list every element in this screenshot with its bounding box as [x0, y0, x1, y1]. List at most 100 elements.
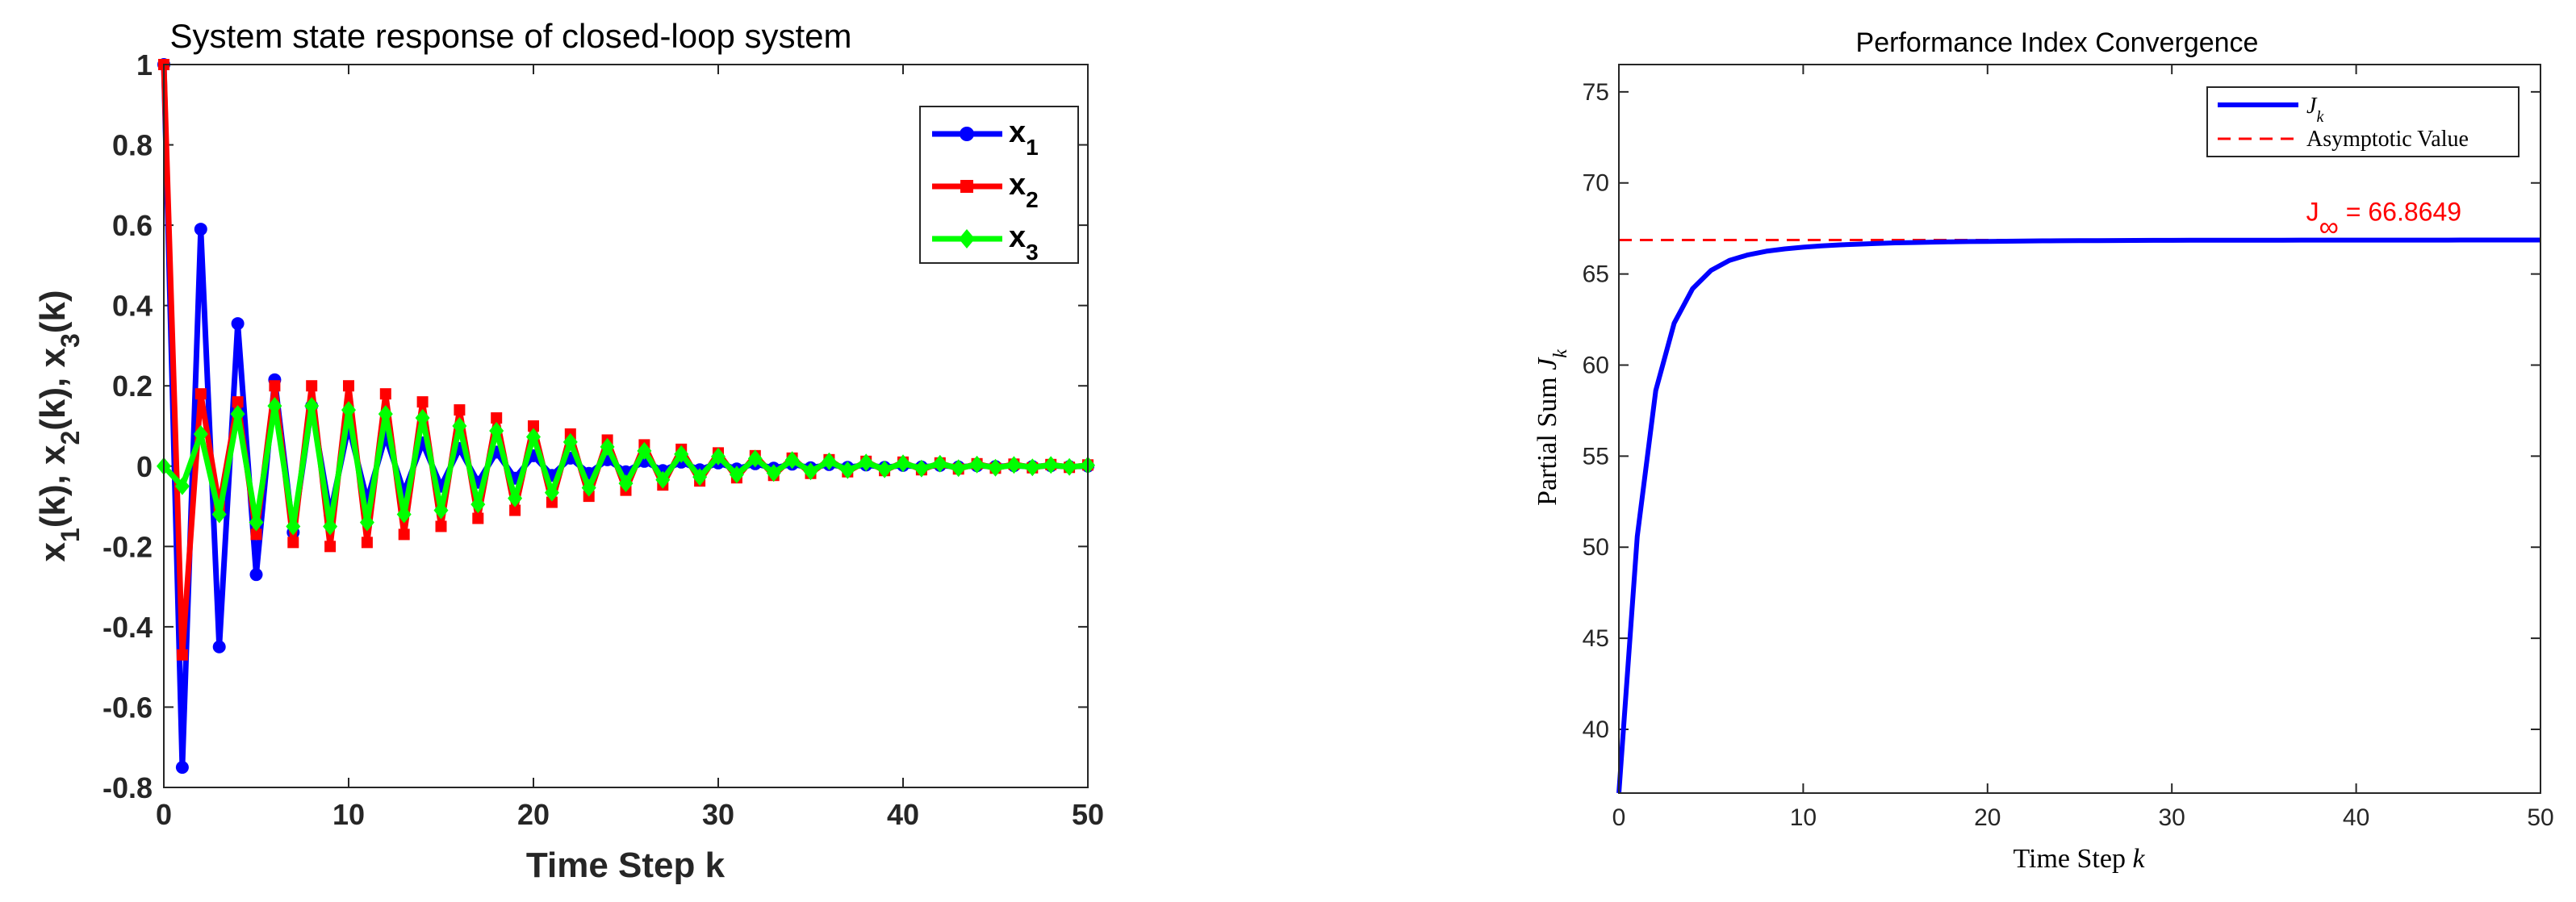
data-point	[415, 409, 430, 428]
data-point	[562, 432, 578, 451]
data-point	[840, 461, 855, 479]
y-tick-label: -0.4	[102, 611, 153, 644]
axes-box	[1618, 64, 2541, 794]
y-tick-label: 1	[136, 48, 153, 81]
data-point	[1025, 458, 1040, 477]
legend-entry-jk: Jk	[2218, 94, 2324, 126]
jk-series-line	[1616, 237, 2540, 794]
data-point	[1062, 457, 1077, 476]
x-axis-label: Time Step k	[2013, 844, 2145, 874]
y-tick-label: 55	[1583, 443, 1609, 470]
y-tick-label: 65	[1583, 261, 1609, 288]
y-axis-label: Partial Sum Jk	[1533, 349, 1571, 506]
x-axis-label: Time Step k	[526, 846, 726, 885]
data-point	[491, 412, 503, 424]
data-point	[176, 649, 188, 661]
y-tick-label: 0.4	[112, 290, 153, 323]
y-tick-label: 45	[1583, 625, 1609, 652]
asymptote-annotation: J∞ = 66.8649	[2306, 198, 2461, 243]
data-point	[194, 223, 207, 236]
data-point	[452, 417, 467, 435]
data-point	[175, 761, 189, 775]
legend-marker-diamond	[959, 229, 975, 248]
x-tick-label: 40	[2343, 804, 2369, 831]
data-point	[784, 451, 800, 470]
data-point	[267, 397, 282, 416]
data-point	[1043, 456, 1059, 474]
y-tick-label: 70	[1583, 170, 1609, 197]
data-point	[600, 437, 615, 456]
data-point	[544, 483, 559, 502]
data-point	[822, 452, 837, 470]
x-tick-label: 50	[1072, 798, 1104, 831]
plot-area	[157, 58, 1095, 775]
y-tick-label: 40	[1583, 716, 1609, 743]
data-point	[359, 513, 374, 532]
legend-label: x3	[1009, 220, 1039, 265]
x-tick-label: 30	[2159, 804, 2185, 831]
x-tick-label: 30	[702, 798, 734, 831]
data-point	[306, 380, 318, 392]
data-point	[174, 477, 190, 495]
data-point	[729, 466, 744, 484]
legend-label: x2	[1009, 168, 1039, 212]
data-point	[361, 537, 373, 549]
legend-marker-circle	[960, 127, 974, 141]
y-tick-label: -0.2	[102, 530, 153, 563]
y-tick-label: 0.2	[112, 370, 153, 403]
state-response-chart: System state response of closed-loop sys…	[33, 17, 1104, 885]
data-point	[435, 520, 447, 532]
data-point	[230, 405, 245, 424]
data-point	[433, 501, 449, 520]
data-point	[896, 454, 910, 473]
chart-title: Performance Index Convergence	[1856, 27, 2259, 58]
plot-area	[1616, 237, 2540, 794]
data-point	[1006, 456, 1022, 474]
legend-label: x1	[1009, 115, 1039, 160]
y-axis-label: x1(k), x2(k), x3(k)	[33, 290, 85, 562]
axis-ticks: 0 10 20 30 40 50 40 45 50 55 60 65 70 75	[1583, 65, 2554, 831]
data-point	[692, 468, 708, 486]
y-tick-label: 75	[1583, 79, 1609, 106]
data-point	[269, 380, 281, 392]
data-point	[472, 512, 484, 524]
legend: x1 x2 x3	[919, 106, 1079, 265]
legend-label: Jk	[2306, 94, 2324, 126]
x-tick-label: 20	[517, 798, 550, 831]
data-point	[877, 460, 893, 478]
legend-box	[2206, 86, 2520, 157]
data-point	[323, 517, 338, 536]
data-point	[212, 640, 226, 654]
data-point	[341, 401, 356, 420]
y-tick-label: -0.8	[102, 771, 153, 804]
data-point	[655, 470, 671, 489]
axes-box	[163, 64, 1089, 788]
data-point	[508, 489, 523, 507]
y-tick-label: 50	[1583, 534, 1609, 561]
data-point	[528, 420, 539, 432]
data-point	[193, 424, 208, 443]
data-point	[803, 462, 818, 481]
data-point	[637, 441, 652, 460]
data-point	[914, 459, 929, 478]
x-tick-label: 0	[156, 798, 172, 831]
x-tick-label: 50	[2527, 804, 2553, 831]
data-point	[249, 513, 264, 532]
x-tick-label: 20	[1974, 804, 2001, 831]
data-point	[416, 396, 429, 408]
legend-entry-x3: x3	[932, 220, 1039, 265]
data-point	[951, 459, 966, 478]
data-point	[526, 428, 541, 446]
data-point	[379, 388, 391, 400]
data-point	[231, 317, 245, 331]
data-point	[618, 474, 634, 493]
legend-entry-x1: x1	[932, 115, 1039, 160]
data-point	[509, 504, 521, 516]
data-point	[988, 458, 1003, 477]
axis-ticks: 0 10 20 30 40 50 -0.8 -0.6 -0.4 -0.2 0 0.2 0.4 0.6 0.8…	[102, 48, 1104, 831]
data-point	[932, 454, 947, 473]
data-point	[250, 528, 262, 541]
data-point	[398, 528, 410, 541]
data-point	[454, 404, 466, 416]
